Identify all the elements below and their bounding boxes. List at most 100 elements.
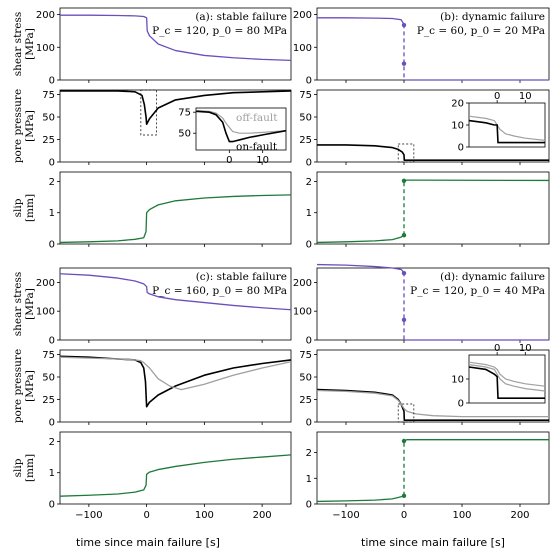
y-axis-label-line-c-stress-0: shear stress [12,272,24,337]
axes-frame-c-stress [59,267,292,341]
ytick-label-a-stress-0: 0 [49,76,55,87]
ytick-label-d-slip-2: 2 [306,448,312,459]
series-line-b-stress-pre [317,17,405,25]
axes-frame-a-stress [59,7,292,81]
y-axis-label-line-c-pressure-1: [MPa] [24,370,36,402]
ytick-label-c-stress-0: 0 [49,336,55,347]
ytick-label-b-pressure-1: 25 [299,135,312,146]
series-line-d-slip-post [403,439,549,442]
xtick-label-c-2: 100 [195,510,214,521]
zoom-box-a [140,89,157,136]
inset-series-d-0 [468,361,546,387]
y-axis-label-c-slip: slip[mm] [12,454,36,482]
panel-d-pressure: 0 25 50 75 0 10 0 10 [299,343,550,429]
marker-b-stress-0 [401,22,407,28]
y-axis-label-line-a-stress-1: [MPa] [24,28,36,60]
inset-series-d-2 [468,366,545,399]
panel-d-slip: 0 1 2 −100 0 100 200 [306,431,550,521]
ytick-label-d-pressure-2: 50 [299,373,312,384]
series-line-a-stress-0 [60,14,292,62]
inset-xtick-label-a-0: 0 [226,155,232,166]
marker-d-stress-0 [401,270,407,276]
zoom-box-b [397,143,415,163]
series-line-b-slip-pre [316,234,405,244]
ytick-label-a-slip-1: 1 [49,208,55,219]
ytick-label-b-slip-0: 0 [306,240,312,251]
xtick-label-d-1: 0 [401,510,407,521]
axes-frame-a-slip [59,171,292,245]
axes-frame-b-pressure [316,89,550,163]
inset-series-b-1 [468,119,545,144]
series-line-c-pressure-1 [59,356,292,391]
y-axis-label-line-c-slip-1: [mm] [24,454,36,482]
annotation-params-d: P_c = 120, p_0 = 40 MPa [410,285,545,297]
axes-frame-d-slip [316,431,550,505]
inset-ytick-label-b-2: 20 [451,99,464,110]
y-axis-label-line-a-slip-1: [mm] [24,194,36,222]
ytick-label-c-slip-1: 1 [49,468,55,479]
xtick-label-c-1: 0 [143,510,149,521]
ytick-label-d-stress-1: 100 [293,307,312,318]
xtick-label-d-3: 200 [510,510,529,521]
annotation-params-c: P_c = 160, p_0 = 80 MPa [152,285,287,297]
ytick-label-c-pressure-2: 50 [42,373,55,384]
ytick-label-a-pressure-3: 75 [42,90,55,101]
series-line-c-stress-0 [59,273,292,311]
axes-frame-b-slip [316,171,550,245]
annotation-title-c: (c): stable failure [196,271,287,283]
y-axis-label-a-stress: shear stress[MPa] [12,12,36,77]
y-axis-label-c-pressure: pore pressure[MPa] [12,349,36,423]
ytick-label-d-pressure-1: 25 [299,395,312,406]
marker-d-stress-1 [401,317,407,323]
ytick-label-a-slip-0: 0 [49,240,55,251]
marker-b-slip-1 [401,178,407,183]
ytick-label-b-slip-2: 2 [306,177,312,188]
ytick-label-a-pressure-0: 0 [49,158,55,169]
y-axis-label-line-c-slip-0: slip [12,458,24,477]
inset-xtick-label-b-0: 0 [494,91,500,102]
y-axis-label-c-stress: shear stress[MPa] [12,272,36,337]
axes-frame-a-pressure [59,89,292,163]
y-axis-label-line-a-pressure-0: pore pressure [12,89,24,163]
ytick-label-b-slip-1: 1 [306,208,312,219]
inset-xtick-label-d-0: 0 [494,343,500,354]
inset-b: 0 10 20 0 10 [451,91,546,154]
marker-d-slip-1 [401,438,407,444]
series-line-a-pressure-0 [60,90,292,125]
ytick-label-d-pressure-3: 75 [299,350,312,361]
axes-frame-c-pressure [59,349,292,423]
y-axis-label-line-a-slip-0: slip [12,198,24,217]
inset-a: 50 75 0 10 off-fault on-fault [178,107,287,166]
series-line-d-stress-pre [316,263,405,273]
inset-xtick-label-d-1: 10 [519,343,532,354]
panel-c-slip: 0 1 2 −100 0 100 200 slip[mm] [12,431,292,521]
inset-xtick-label-b-1: 10 [519,91,532,102]
series-line-d-slip-pre [316,495,404,503]
y-axis-label-line-a-stress-0: shear stress [12,12,24,77]
inset-label-off-fault: off-fault [236,112,278,124]
ytick-label-d-slip-1: 1 [306,474,312,485]
series-line-d-pressure-1 [316,389,549,418]
ytick-label-b-pressure-3: 75 [299,90,312,101]
x-axis-label-left: time since main failure [s] [76,536,220,549]
ytick-label-b-stress-0: 0 [306,76,312,87]
series-line-c-pressure-0 [59,355,292,408]
x-axis-label-right: time since main failure [s] [361,536,505,549]
axes-frame-c-slip [59,431,292,505]
xtick-label-c-3: 200 [253,510,272,521]
ytick-label-d-stress-2: 200 [293,278,312,289]
ytick-label-d-stress-0: 0 [306,336,312,347]
marker-d-slip-0 [401,493,407,498]
xtick-label-c-0: −100 [75,510,102,521]
ytick-label-c-pressure-3: 75 [42,350,55,361]
annotation-params-b: P_c = 60, p_0 = 20 MPa [417,25,545,37]
marker-b-slip-0 [401,233,407,238]
panel-d-stress: 0 100 200 (d): dynamic failure P_c = 120, p_… [293,263,550,347]
inset-ytick-label-a-0: 50 [178,129,191,140]
inset-ytick-label-b-0: 0 [458,143,464,154]
ytick-label-c-slip-2: 2 [49,437,55,448]
ytick-label-b-pressure-0: 0 [306,158,312,169]
